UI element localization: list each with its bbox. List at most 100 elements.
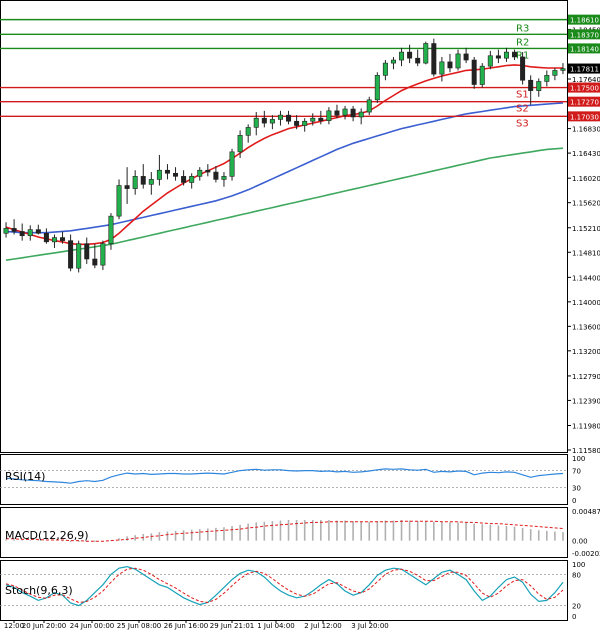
macd-tick-label: -0.00203: [572, 550, 600, 558]
level-label-r2: R2: [516, 37, 529, 48]
candle-body: [156, 169, 162, 180]
stoch-tick-label: 100: [572, 561, 585, 569]
candle-body: [326, 110, 332, 121]
candle-body: [407, 51, 413, 59]
current-price-bg: [568, 63, 600, 74]
candle-body: [334, 110, 340, 116]
time-tick-label: 29 Jun 21:01: [210, 622, 254, 630]
price-tick-label: 1.15620: [572, 200, 600, 208]
candle-body: [237, 135, 243, 153]
price-tick-label: 1.13200: [572, 348, 600, 356]
stoch-tick-label: 80: [572, 571, 581, 579]
rsi-tick-label: 30: [572, 484, 581, 492]
candle-body: [431, 43, 437, 75]
candle-body: [148, 179, 154, 185]
candle-body: [512, 51, 518, 58]
level-tag: 1.17030: [570, 113, 599, 121]
price-tick-label: 1.16830: [572, 126, 600, 134]
candle-body: [124, 185, 130, 189]
stoch-d-line: [5, 567, 564, 604]
candle-body: [84, 243, 90, 260]
time-tick-label: 24 Jun 00:00: [70, 622, 114, 630]
stoch-label: Stoch(9,6,3): [5, 584, 73, 597]
candle-body: [261, 117, 267, 124]
candle-body: [60, 237, 66, 241]
level-tag: 1.17500: [570, 85, 599, 93]
candle-body: [439, 61, 445, 75]
level-tag: 1.18610: [570, 17, 599, 25]
candle-body: [423, 43, 429, 64]
candle-body: [495, 55, 501, 59]
rsi-pane: [0, 454, 568, 505]
candle-body: [269, 119, 275, 124]
candle-body: [479, 65, 485, 85]
level-label-s1: S1: [516, 90, 529, 101]
level-label-r3: R3: [516, 23, 529, 34]
candle-body: [390, 59, 396, 64]
level-tag-bg: [568, 29, 600, 40]
time-tick-label: 26 Jun 16:00: [164, 622, 208, 630]
macd-tick-label: 0.00: [572, 538, 588, 546]
macd-label: MACD(12,26,9): [5, 529, 89, 542]
macd-tick-label: 0.00487: [572, 508, 600, 516]
price-tick-label: 1.13600: [572, 323, 600, 331]
ma-green-line: [5, 147, 564, 261]
candle-body: [164, 169, 170, 174]
candle-body: [399, 51, 405, 61]
time-tick-label: 20 Jun 20:00: [22, 622, 66, 630]
macd-pane: [0, 507, 568, 558]
candle-body: [245, 127, 251, 136]
current-price-tag: 1.17811: [570, 66, 599, 74]
time-tick-label: 3 Jul 20:00: [351, 622, 389, 630]
stoch-pane: [0, 560, 568, 621]
candle-body: [350, 108, 356, 118]
candle-body: [132, 176, 138, 189]
candle-body: [213, 171, 219, 180]
level-tag-bg: [568, 43, 600, 54]
candle-body: [471, 59, 477, 85]
candle-body: [415, 57, 421, 64]
candle-body: [108, 215, 114, 244]
candle-body: [487, 55, 493, 67]
candle-body: [286, 114, 292, 122]
candle-body: [544, 75, 550, 82]
candle-body: [140, 176, 146, 185]
candle-body: [76, 243, 82, 269]
candle-body: [221, 176, 227, 180]
level-tag-bg: [568, 14, 600, 25]
level-tag: 1.18370: [570, 31, 599, 39]
candle-body: [455, 53, 461, 69]
level-label-s2: S2: [516, 104, 529, 115]
price-tick-label: 1.16430: [572, 150, 600, 158]
candle-body: [189, 176, 195, 183]
candle-body: [302, 120, 308, 126]
time-tick-label: 25 Jun 08:00: [117, 622, 161, 630]
candle-body: [51, 237, 57, 243]
stoch-k-line: [5, 565, 564, 607]
level-tag: 1.17270: [570, 99, 599, 107]
candle-body: [35, 229, 41, 234]
level-tag-bg: [568, 96, 600, 107]
price-tick-label: 1.11980: [572, 423, 600, 431]
candle-body: [43, 232, 49, 243]
candle-body: [19, 231, 25, 237]
candle-body: [342, 108, 348, 116]
candle-body: [382, 62, 388, 76]
candle-body: [463, 53, 469, 61]
stoch-tick-label: 20: [572, 603, 581, 611]
candle-body: [528, 79, 534, 91]
candle-body: [181, 176, 187, 183]
price-tick-label: 1.14400: [572, 274, 600, 282]
rsi-tick-label: 0: [572, 497, 576, 505]
ma-blue-line: [5, 102, 564, 234]
level-label-s3: S3: [516, 118, 529, 129]
price-tick-label: 1.12390: [572, 397, 600, 405]
candle-body: [253, 117, 259, 128]
level-tag: 1.18140: [570, 45, 599, 53]
candle-body: [27, 229, 33, 237]
time-tick-label: 12:00: [4, 622, 24, 630]
price-tick-label: 1.14000: [572, 299, 600, 307]
candle-body: [3, 228, 9, 234]
ma-red-line: [5, 64, 563, 246]
rsi-tick-label: 70: [572, 468, 581, 476]
